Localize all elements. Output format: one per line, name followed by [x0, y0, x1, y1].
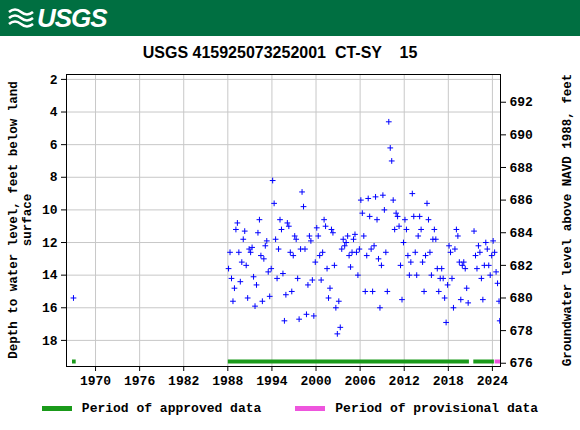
html-text:USGS: USGS — [37, 2, 107, 33]
svg-text:2: 2 — [50, 73, 58, 88]
svg-text:14: 14 — [42, 268, 58, 283]
html-text:Period of approved data: Period of approved data — [81, 401, 262, 416]
svg-text:692: 692 — [510, 95, 534, 110]
svg-text:678: 678 — [510, 324, 534, 339]
svg-text:12: 12 — [42, 236, 58, 251]
svg-text:682: 682 — [510, 259, 534, 274]
svg-text:2024: 2024 — [477, 374, 508, 389]
svg-text:10: 10 — [42, 203, 58, 218]
svg-text:4: 4 — [50, 105, 58, 120]
svg-text:2000: 2000 — [300, 374, 331, 389]
svg-text:16: 16 — [42, 301, 58, 316]
svg-text:2006: 2006 — [345, 374, 376, 389]
svg-text:1988: 1988 — [212, 374, 243, 389]
svg-text:1994: 1994 — [256, 374, 287, 389]
svg-text:676: 676 — [510, 356, 534, 371]
svg-text:8: 8 — [50, 170, 58, 185]
html-text:USGS 415925073252001 CT-SY 15: USGS 415925073252001 CT-SY 15 — [142, 44, 418, 61]
svg-text:18: 18 — [42, 334, 58, 349]
svg-text:2012: 2012 — [389, 374, 420, 389]
svg-text:1970: 1970 — [80, 374, 111, 389]
svg-text:6: 6 — [50, 138, 58, 153]
svg-text:1982: 1982 — [168, 374, 199, 389]
svg-text:684: 684 — [510, 226, 534, 241]
svg-text:680: 680 — [510, 291, 534, 306]
svg-text:688: 688 — [510, 161, 534, 176]
html-text:Period of provisional data: Period of provisional data — [335, 401, 539, 416]
svg-text:686: 686 — [510, 193, 534, 208]
svg-text:690: 690 — [510, 128, 534, 143]
svg-text:Groundwater level above NAVD 1: Groundwater level above NAVD 1988, feet — [561, 74, 575, 367]
svg-text:1976: 1976 — [124, 374, 155, 389]
svg-text:Depth to water level, feet bel: Depth to water level, feet below landsur… — [7, 81, 35, 359]
svg-text:2018: 2018 — [433, 374, 464, 389]
